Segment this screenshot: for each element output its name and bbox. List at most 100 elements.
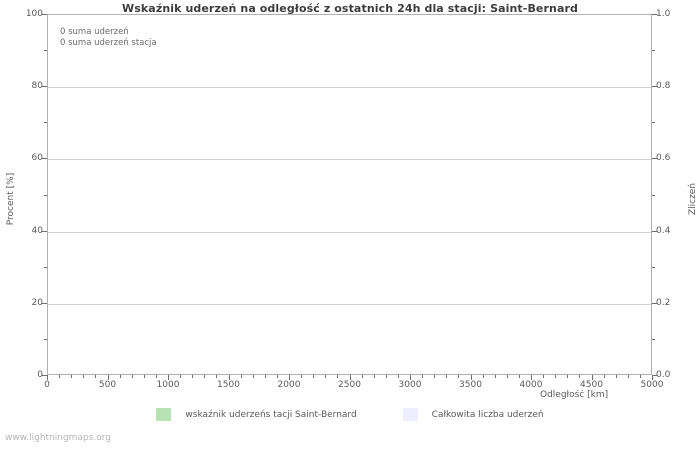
- x-axis-minor-tick: [518, 375, 520, 378]
- x-axis-minor-tick: [155, 375, 157, 378]
- y-axis-left-major-tick: [42, 230, 47, 232]
- x-axis-minor-tick: [446, 375, 448, 378]
- x-axis-tick-label: 1000: [156, 380, 180, 390]
- x-axis-tick-label: 3500: [459, 380, 482, 390]
- x-axis-major-tick: [591, 375, 593, 380]
- x-axis-minor-tick: [385, 375, 387, 378]
- x-axis-minor-tick: [615, 375, 617, 378]
- x-axis-minor-tick: [192, 375, 194, 378]
- x-axis-tick-label: 2000: [277, 380, 301, 390]
- x-axis-tick-label: 3000: [398, 380, 422, 390]
- x-axis-tick-label: 2500: [338, 380, 361, 390]
- x-axis-title: Odległość [km]: [540, 390, 609, 400]
- x-axis-minor-tick: [240, 375, 242, 378]
- y-axis-left-major-tick: [42, 86, 47, 88]
- x-axis-major-tick: [47, 375, 48, 380]
- x-axis-minor-tick: [506, 375, 508, 378]
- x-axis-tick-label: 0: [44, 380, 50, 390]
- x-axis-major-tick: [410, 375, 411, 380]
- y-axis-left-minor-tick: [44, 194, 47, 196]
- gridline: [48, 87, 651, 89]
- x-axis-minor-tick: [83, 375, 85, 378]
- y-axis-left-minor-tick: [44, 338, 47, 340]
- plot-annotation: 0 suma uderzeń 0 suma uderzeń stacja: [60, 27, 157, 49]
- x-axis-minor-tick: [458, 375, 460, 378]
- y-axis-left-tick-label: 40: [31, 225, 43, 236]
- x-axis-tick-label: 4000: [519, 380, 543, 390]
- annotation-line-total: 0 suma uderzeń: [60, 27, 129, 37]
- y-axis-left-title: Procent [%]: [6, 172, 16, 226]
- legend-label: Całkowita liczba uderzeń: [431, 409, 544, 420]
- y-axis-left-tick-label: 80: [31, 81, 43, 92]
- x-axis-minor-tick: [252, 375, 254, 378]
- x-axis-minor-tick: [543, 375, 545, 378]
- x-axis-minor-tick: [361, 375, 363, 378]
- x-axis-minor-tick: [337, 375, 339, 378]
- x-axis-minor-tick: [482, 375, 484, 378]
- y-axis-right-tick-label: 0.4: [656, 225, 671, 236]
- x-axis-minor-tick: [567, 375, 569, 378]
- y-axis-right-major-tick: [652, 375, 657, 376]
- gridline: [48, 159, 651, 161]
- y-axis-right-major-tick: [652, 14, 657, 15]
- x-axis-minor-tick: [494, 375, 496, 378]
- y-axis-right-minor-tick: [652, 50, 655, 52]
- annotation-line-station: 0 suma uderzeń stacja: [60, 38, 157, 48]
- y-axis-left-minor-tick: [44, 50, 47, 52]
- x-axis-minor-tick: [555, 375, 557, 378]
- y-axis-right-tick-label: 0.0: [656, 370, 671, 380]
- y-axis-right-tick-label: 0.8: [656, 81, 671, 92]
- x-axis-minor-tick: [180, 375, 182, 378]
- y-axis-right-minor-tick: [652, 194, 655, 196]
- x-axis-minor-tick: [325, 375, 327, 378]
- x-axis-major-tick: [349, 375, 351, 380]
- x-axis-minor-tick: [143, 375, 145, 378]
- y-axis-right-major-tick: [652, 86, 657, 88]
- x-axis-minor-tick: [119, 375, 121, 378]
- x-axis-minor-tick: [422, 375, 424, 378]
- x-axis-major-tick: [289, 375, 290, 380]
- x-axis-minor-tick: [627, 375, 629, 378]
- x-axis-major-tick: [168, 375, 169, 380]
- chart-legend: wskaźnik uderzeńs tacji Saint-Bernard Cał…: [0, 408, 700, 421]
- y-axis-left-tick-label: 100: [25, 9, 43, 19]
- x-axis-tick-label: 4500: [580, 380, 603, 390]
- x-axis-minor-tick: [216, 375, 218, 378]
- y-axis-left-major-tick: [42, 158, 47, 160]
- y-axis-right-minor-tick: [652, 266, 655, 268]
- x-axis-minor-tick: [397, 375, 399, 378]
- y-axis-right-tick-label: 0.6: [656, 153, 671, 164]
- x-axis-minor-tick: [603, 375, 605, 378]
- y-axis-right-tick-label: 1.0: [656, 9, 671, 19]
- legend-item[interactable]: Całkowita liczba uderzeń: [402, 408, 544, 421]
- legend-swatch: [402, 408, 418, 421]
- y-axis-left-tick-label: 0: [37, 370, 43, 380]
- y-axis-right-major-tick: [652, 158, 657, 160]
- plot-series-layer: [48, 15, 651, 374]
- y-axis-left-minor-tick: [44, 122, 47, 124]
- y-axis-right-major-tick: [652, 302, 657, 304]
- x-axis-minor-tick: [71, 375, 73, 378]
- y-axis-left-major-tick: [42, 375, 47, 376]
- x-axis-minor-tick: [59, 375, 61, 378]
- y-axis-left-tick-label: 20: [31, 297, 43, 308]
- x-axis-minor-tick: [434, 375, 436, 378]
- x-axis-tick-label: 5000: [640, 380, 664, 390]
- x-axis-major-tick: [531, 375, 532, 380]
- x-axis-minor-tick: [639, 375, 641, 378]
- gridline: [48, 303, 651, 305]
- x-axis-minor-tick: [313, 375, 315, 378]
- footer-watermark: www.lightningmaps.org: [5, 433, 111, 443]
- x-axis-minor-tick: [95, 375, 97, 378]
- x-axis-major-tick: [652, 375, 653, 380]
- y-axis-right-major-tick: [652, 230, 657, 232]
- x-axis-tick-label: 500: [98, 380, 117, 390]
- y-axis-left-major-tick: [42, 14, 47, 15]
- gridline: [48, 231, 651, 233]
- y-axis-right-title: Zliczeń: [688, 182, 698, 216]
- legend-item[interactable]: wskaźnik uderzeńs tacji Saint-Bernard: [156, 408, 357, 421]
- chart-title: Wskaźnik uderzeń na odległość z ostatnic…: [122, 2, 578, 15]
- y-axis-left-tick-label: 60: [31, 153, 43, 164]
- x-axis-minor-tick: [204, 375, 206, 378]
- y-axis-right-minor-tick: [652, 338, 655, 340]
